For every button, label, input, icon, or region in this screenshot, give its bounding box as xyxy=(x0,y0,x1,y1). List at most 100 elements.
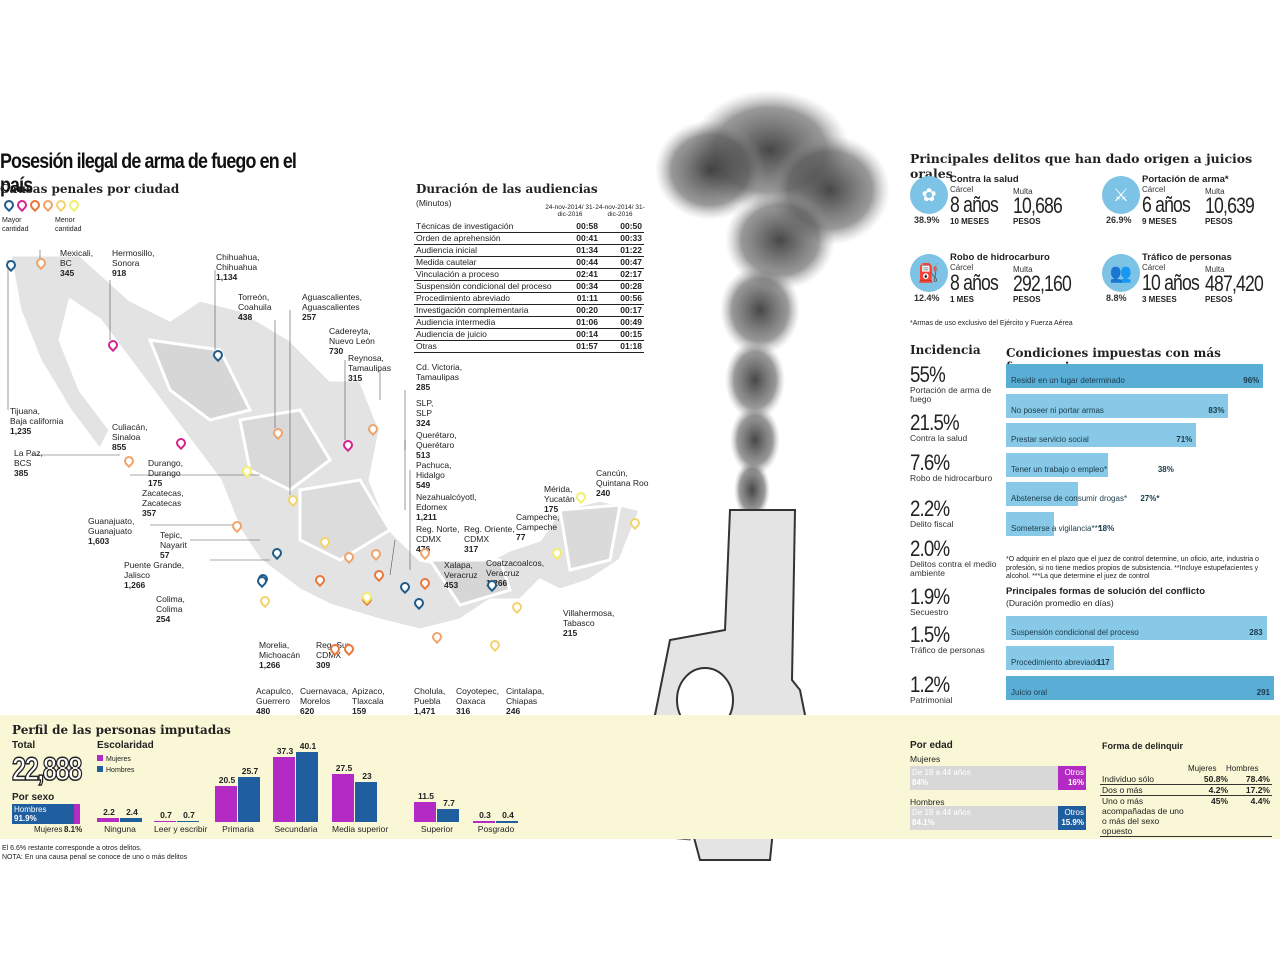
city-value: 1,603 xyxy=(88,536,110,546)
duration-label: Otras xyxy=(414,340,556,354)
city-name: Cancún, xyxy=(596,468,628,478)
incidence-value: 55% xyxy=(910,362,946,387)
education-category: Secundaria xyxy=(274,824,318,834)
city-label: Acapulco, Guerrero 480 xyxy=(256,686,293,716)
men-label: Hombres xyxy=(14,805,47,814)
legend-pin-icon xyxy=(40,197,56,213)
incidence-item: 7.6% Robo de hidrocarburo xyxy=(910,452,1000,483)
sex-label: Por sexo xyxy=(12,792,55,803)
city-value: 1,266 xyxy=(259,660,281,670)
incidence-item: 2.2% Delito fiscal xyxy=(910,498,1000,529)
crime-multa: 10,639 xyxy=(1205,193,1255,218)
city-name: Acapulco, xyxy=(256,686,294,696)
education-value: 0.7 xyxy=(160,809,172,820)
education-value: 2.4 xyxy=(126,806,138,817)
incidence-value: 7.6% xyxy=(910,450,950,475)
age-men-other-label: Otros xyxy=(1064,808,1084,817)
education-value: 23 xyxy=(362,770,372,781)
school-legend: Mujeres Hombres xyxy=(97,754,134,776)
city-label: Cintalapa, Chiapas 246 xyxy=(506,686,544,716)
legend-pin-icon xyxy=(14,197,30,213)
city-state: Chiapas xyxy=(506,696,538,706)
form-table: Individuo sólo 50.8% 78.4% Dos o más 4.2% 17.… xyxy=(1100,774,1272,837)
city-label: Mérida, Yucatán 175 xyxy=(544,484,575,514)
duration-label: Audiencia inicial xyxy=(414,244,556,258)
crime-multa: 487,420 xyxy=(1205,271,1264,296)
education-category: Posgrado xyxy=(477,824,515,834)
education-bar xyxy=(437,808,459,822)
conditions-note: *O adquirir en el plazo que el juez de c… xyxy=(1006,556,1259,580)
city-name: Pachuca, xyxy=(416,460,452,470)
duration-b: 02:17 xyxy=(600,268,644,282)
education-bar xyxy=(238,777,260,822)
city-state: Sonora xyxy=(112,258,140,268)
education-bar xyxy=(97,818,119,822)
note-1: El 6.6% restante corresponde a otros del… xyxy=(2,845,142,852)
duration-unit: (Minutos) xyxy=(416,198,452,208)
condition-bar: No poseer ni portar armas 83% xyxy=(1006,393,1229,418)
city-name: Cholula, xyxy=(414,686,446,696)
duration-label: Orden de aprehensión xyxy=(414,232,556,246)
duration-label: Técnicas de investigación xyxy=(414,221,556,234)
incidence-value: 2.0% xyxy=(910,536,950,561)
legend-men: Hombres xyxy=(106,767,135,774)
city-name: Hermosillo, xyxy=(112,248,155,258)
education-value: 0.3 xyxy=(479,810,491,821)
duration-label: Audiencia intermedia xyxy=(414,316,556,330)
city-name: Tijuana, xyxy=(10,406,40,416)
sex-bar-men: Hombres 91.9% xyxy=(12,804,74,824)
city-value: 357 xyxy=(142,508,157,518)
cities-title: Causas penales por ciudad xyxy=(0,182,180,196)
duration-a: 01:06 xyxy=(556,316,600,330)
incidence-label: Delitos contra el medio ambiente xyxy=(910,559,997,578)
condition-label: Prestar servicio social xyxy=(1011,435,1089,444)
duration-a: 00:58 xyxy=(556,221,600,234)
city-state: SLP xyxy=(416,408,433,418)
education-category: Ninguna xyxy=(104,824,136,834)
city-label: Pachuca, Hidalgo 549 xyxy=(416,460,451,490)
incidence-item: 2.0% Delitos contra el medio ambiente xyxy=(910,538,1000,578)
total-value: 22,888 xyxy=(11,750,82,788)
condition-value: 96% xyxy=(1243,376,1260,385)
city-state: CDMX xyxy=(316,650,342,660)
city-name: Tepic, xyxy=(160,530,183,540)
city-value: 549 xyxy=(416,480,431,490)
city-state: Colima xyxy=(156,604,183,614)
profile-title: Perfil de las personas imputadas xyxy=(12,723,231,737)
city-name: Puente Grande, xyxy=(124,560,185,570)
city-name: Cadereyta, xyxy=(329,326,371,336)
form-label: Individuo sólo xyxy=(1100,774,1188,785)
city-label: Reg. Oriente, CDMX 317 xyxy=(464,524,515,554)
incidence-label: Tráfico de personas xyxy=(910,645,985,655)
city-label: Aguascalientes, Aguascalientes 257 xyxy=(302,292,362,322)
legend-high-label: Mayor cantidad xyxy=(2,217,29,233)
incidence-value: 21.5% xyxy=(910,410,960,435)
education-bar xyxy=(154,820,176,823)
city-label: Cholula, Puebla 1,471 xyxy=(414,686,445,716)
fuel-tap-icon: ⛽ xyxy=(910,254,948,292)
city-name: Zacatecas, xyxy=(142,488,184,498)
education-value: 27.5 xyxy=(335,762,353,773)
city-label: Coyotepec, Oaxaca 316 xyxy=(456,686,499,716)
duration-label: Medida cautelar xyxy=(414,256,556,270)
age-women-range: De 18 a 44 años xyxy=(912,768,971,777)
crime-pct: 12.4% xyxy=(914,293,940,303)
crime-pct: 8.8% xyxy=(1106,293,1127,303)
city-name: Coatzacoalcos, xyxy=(486,558,545,568)
city-name: SLP, xyxy=(416,398,434,408)
city-state: Tamaulipas xyxy=(416,372,459,382)
duration-b: 00:56 xyxy=(600,292,644,306)
city-value: 620 xyxy=(300,706,315,716)
age-men-bar: De 18 a 44 años 84.1% xyxy=(910,806,1058,830)
form-row: Dos o más 4.2% 17.2% xyxy=(1100,784,1272,796)
crime-carcel-sub: 9 MESES xyxy=(1142,217,1177,226)
city-name: Culiacán, xyxy=(112,422,148,432)
crime-carcel-label: Cárcel xyxy=(1142,185,1166,194)
city-state: Baja california xyxy=(10,416,64,426)
city-value: 1,235 xyxy=(10,426,32,436)
city-label: La Paz, BCS 385 xyxy=(14,448,43,478)
condition-value: 71% xyxy=(1176,435,1193,444)
city-state: Morelos xyxy=(300,696,331,706)
solution-bar: Procedimiento abreviado 117 xyxy=(1006,646,1114,670)
form-head-men: Hombres xyxy=(1226,764,1259,773)
